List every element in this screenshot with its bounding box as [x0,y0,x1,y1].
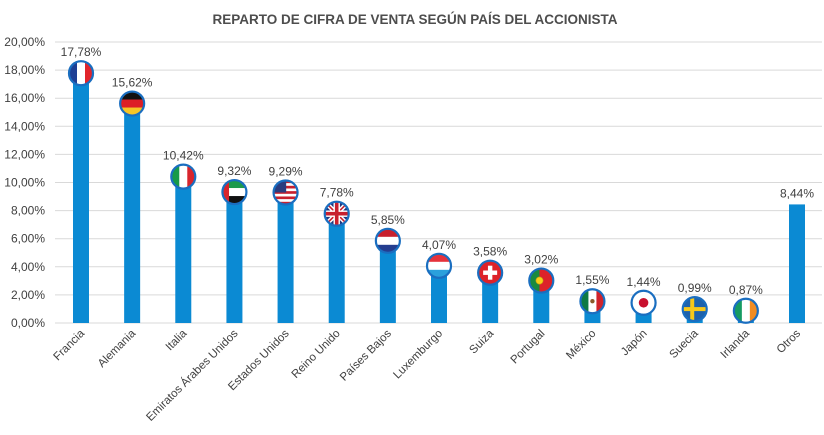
flag-markers [67,60,759,324]
data-label: 15,62% [112,76,153,90]
x-tick-label: Alemania [96,327,139,370]
data-label: 0,99% [678,281,712,295]
y-tick-label: 2,00% [11,288,45,302]
x-tick-label: Luxemburgo [391,328,445,382]
y-tick-label: 16,00% [4,91,45,105]
y-tick-label: 12,00% [4,147,45,161]
bar [431,265,447,323]
x-tick-label: Suecia [667,327,701,361]
sweden-flag [681,295,708,323]
france-flag [67,60,95,87]
data-label: 9,29% [269,164,303,178]
bar [175,176,192,323]
luxembourg-flag [425,252,453,279]
chart-title: REPARTO DE CIFRA DE VENTA SEGÚN PAÍS DEL… [212,12,617,27]
y-tick-label: 14,00% [4,119,45,133]
x-tick-label: Suiza [467,327,496,356]
bar [379,240,396,323]
portugal-flag [528,267,555,294]
data-label: 3,02% [524,253,558,267]
data-labels: 17,78% 15,62% 10,42% 9,32% 9,29% 7,78% 5,85% 4,… [61,45,815,297]
y-tick-label: 4,00% [11,260,45,274]
italy-flag [170,163,197,190]
y-tick-label: 18,00% [4,63,45,77]
y-tick-label: 10,00% [4,176,45,190]
y-tick-label: 6,00% [11,232,45,246]
data-label: 10,42% [163,149,204,163]
ireland-flag [732,297,759,324]
x-tick-label: Irlanda [719,327,753,361]
bar [226,192,243,323]
data-label: 0,87% [729,283,763,297]
mexico-flag [579,288,606,315]
data-label: 3,58% [473,245,507,259]
data-label: 4,07% [422,238,456,252]
x-tick-label: Reino Unido [290,328,343,381]
data-label: 8,44% [780,186,814,200]
bar [277,192,294,323]
y-tick-label: 8,00% [11,204,45,218]
x-tick-label: México [564,328,598,362]
x-tick-label: Portugal [509,328,548,367]
bars [73,73,805,323]
y-tick-label: 20,00% [4,35,45,49]
germany-flag [119,90,146,117]
data-label: 1,55% [575,273,609,287]
japan-flag [630,289,657,316]
netherlands-flag [374,227,401,254]
uae-flag [221,178,248,206]
data-label: 17,78% [61,45,102,59]
switzerland-flag [477,259,504,286]
usa-flag [272,179,299,206]
data-label: 1,44% [627,275,661,289]
y-tick-label: 0,00% [11,316,45,330]
bar [73,73,89,323]
x-tick-label: Emiratos Árabes Unidos [144,327,241,424]
bar [482,272,499,323]
x-tick-label: Japón [619,328,650,359]
x-tick-label: Italia [164,327,190,353]
data-label: 7,78% [320,186,354,200]
uk-flag [323,200,350,227]
bar [124,103,141,323]
x-tick-label: Francia [52,327,88,363]
data-label: 9,32% [217,164,251,178]
bar [789,204,805,323]
x-tick-label: Países Bajos [338,327,394,383]
bar [328,213,345,323]
y-axis: 0,00% 2,00% 4,00% 6,00% 8,00% 10,00% 12,00% 14,… [4,35,45,330]
x-tick-label: Otros [775,327,804,356]
data-label: 5,85% [371,213,405,227]
